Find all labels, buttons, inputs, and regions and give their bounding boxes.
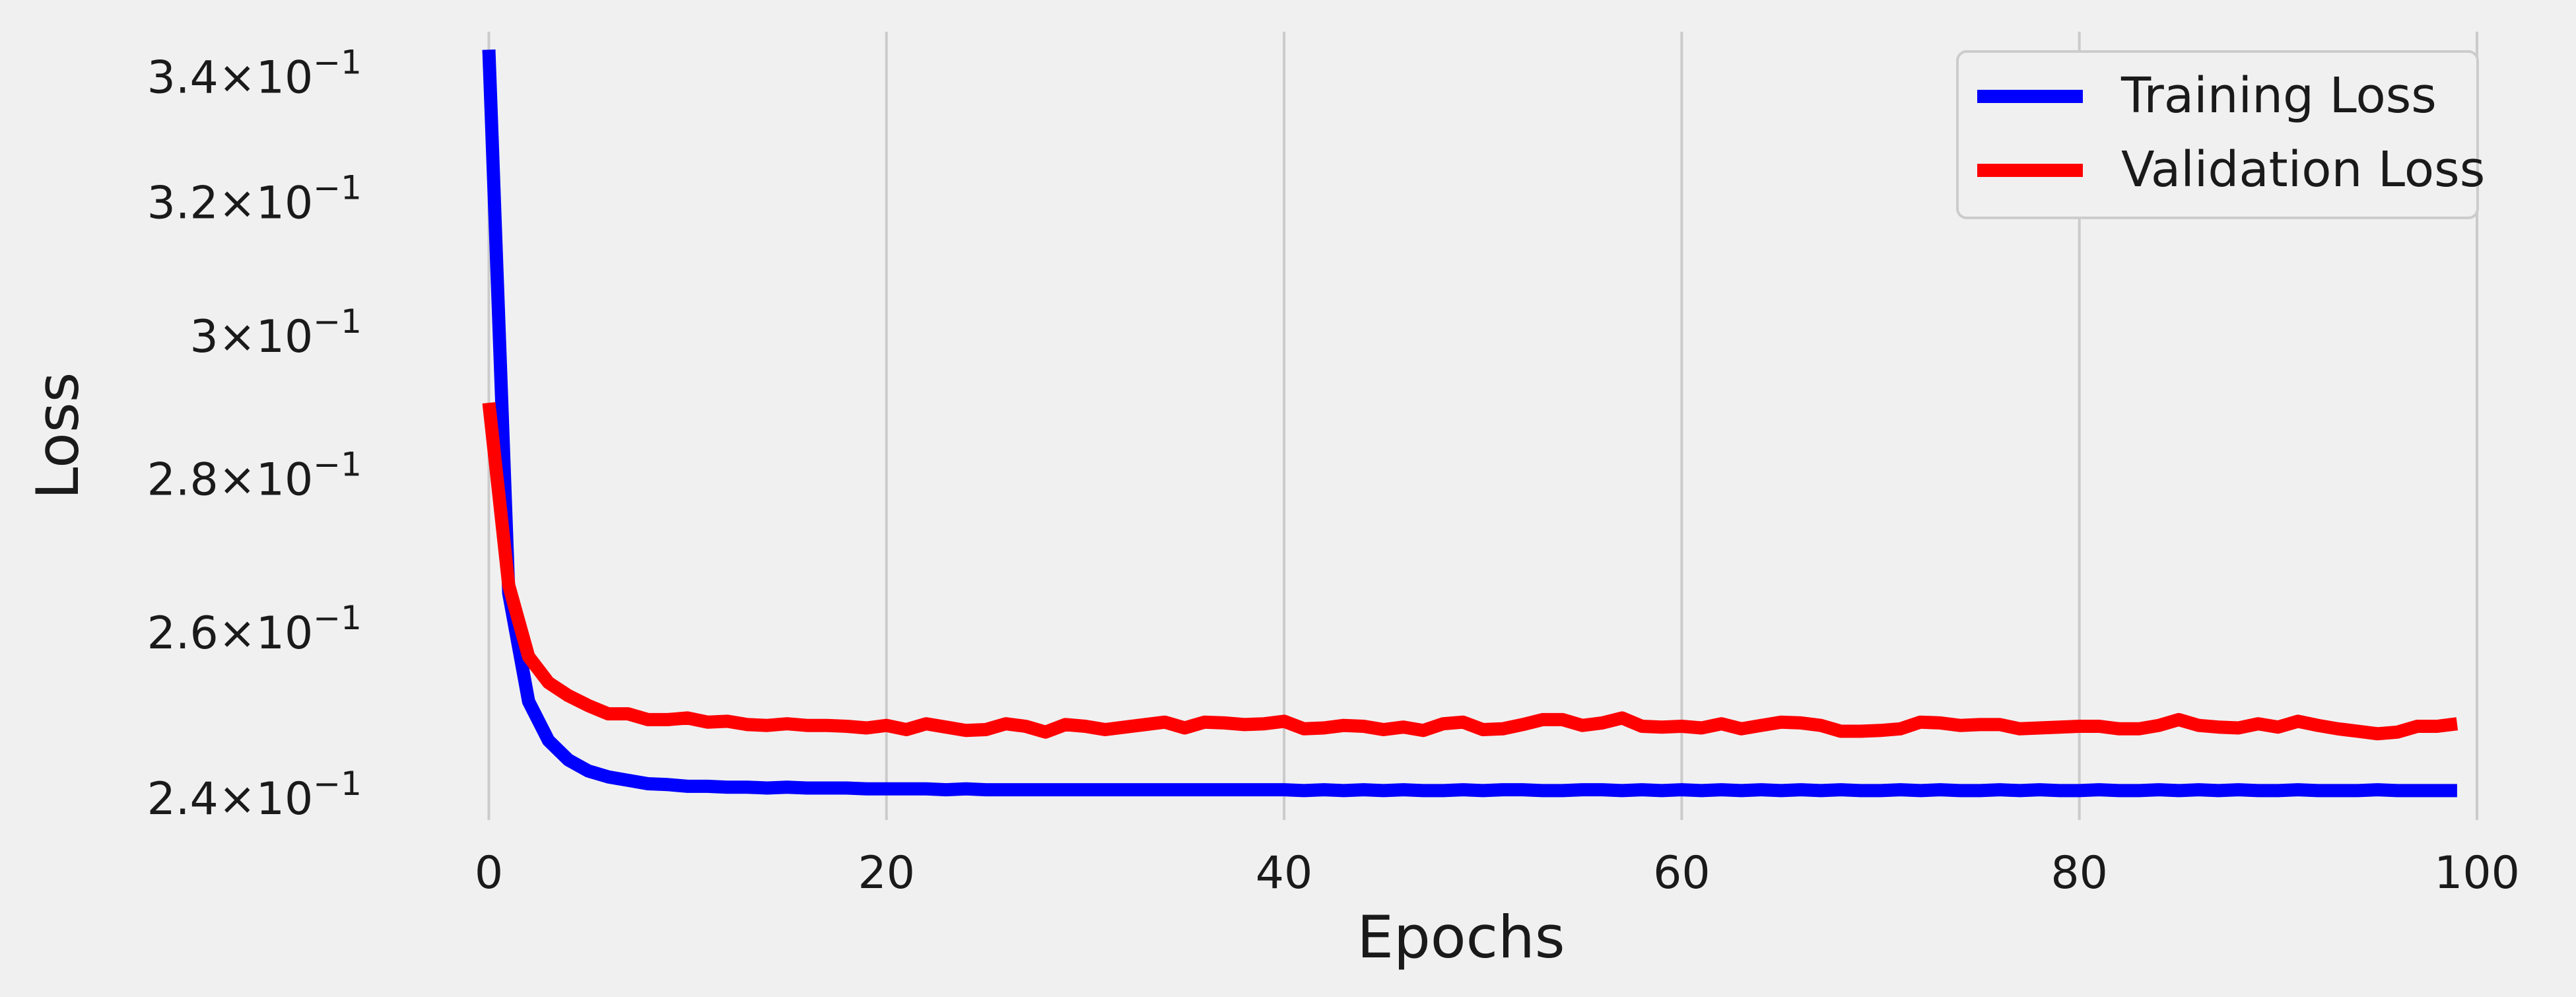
series-line-training-loss: [482, 49, 2457, 798]
legend-label-validation-loss: Validation Loss: [2121, 141, 2485, 198]
y-tick-label: 2.6×10−1: [147, 599, 362, 660]
x-tick-label: 40: [1256, 847, 1313, 899]
y-tick-label: 3.4×10−1: [147, 43, 362, 104]
legend-frame: [1956, 50, 2479, 219]
y-tick-label: 2.8×10−1: [147, 446, 362, 506]
y-axis-ticks: 2.4×10−1 2.6×10−1 2.8×10−1 3×10−1 3.2×10−1 3.…: [147, 43, 362, 825]
legend: Training Loss Validation Loss: [1956, 50, 2485, 219]
x-tick-label: 20: [858, 847, 916, 899]
y-tick-label: 3.2×10−1: [147, 169, 362, 230]
y-tick-label: 3×10−1: [190, 302, 362, 363]
x-tick-label: 80: [2051, 847, 2108, 899]
y-axis-label: Loss: [24, 372, 92, 499]
legend-label-training-loss: Training Loss: [2120, 67, 2437, 124]
x-axis-ticks: 0 20 40 60 80 100: [475, 847, 2520, 899]
x-tick-label: 0: [475, 847, 503, 899]
series-line-validation-loss: [482, 402, 2458, 741]
x-tick-label: 100: [2434, 847, 2520, 899]
series-lines: [482, 49, 2458, 798]
y-tick-label: 2.4×10−1: [147, 765, 362, 825]
x-tick-label: 60: [1653, 847, 1711, 899]
x-axis-label: Epochs: [1357, 903, 1565, 971]
